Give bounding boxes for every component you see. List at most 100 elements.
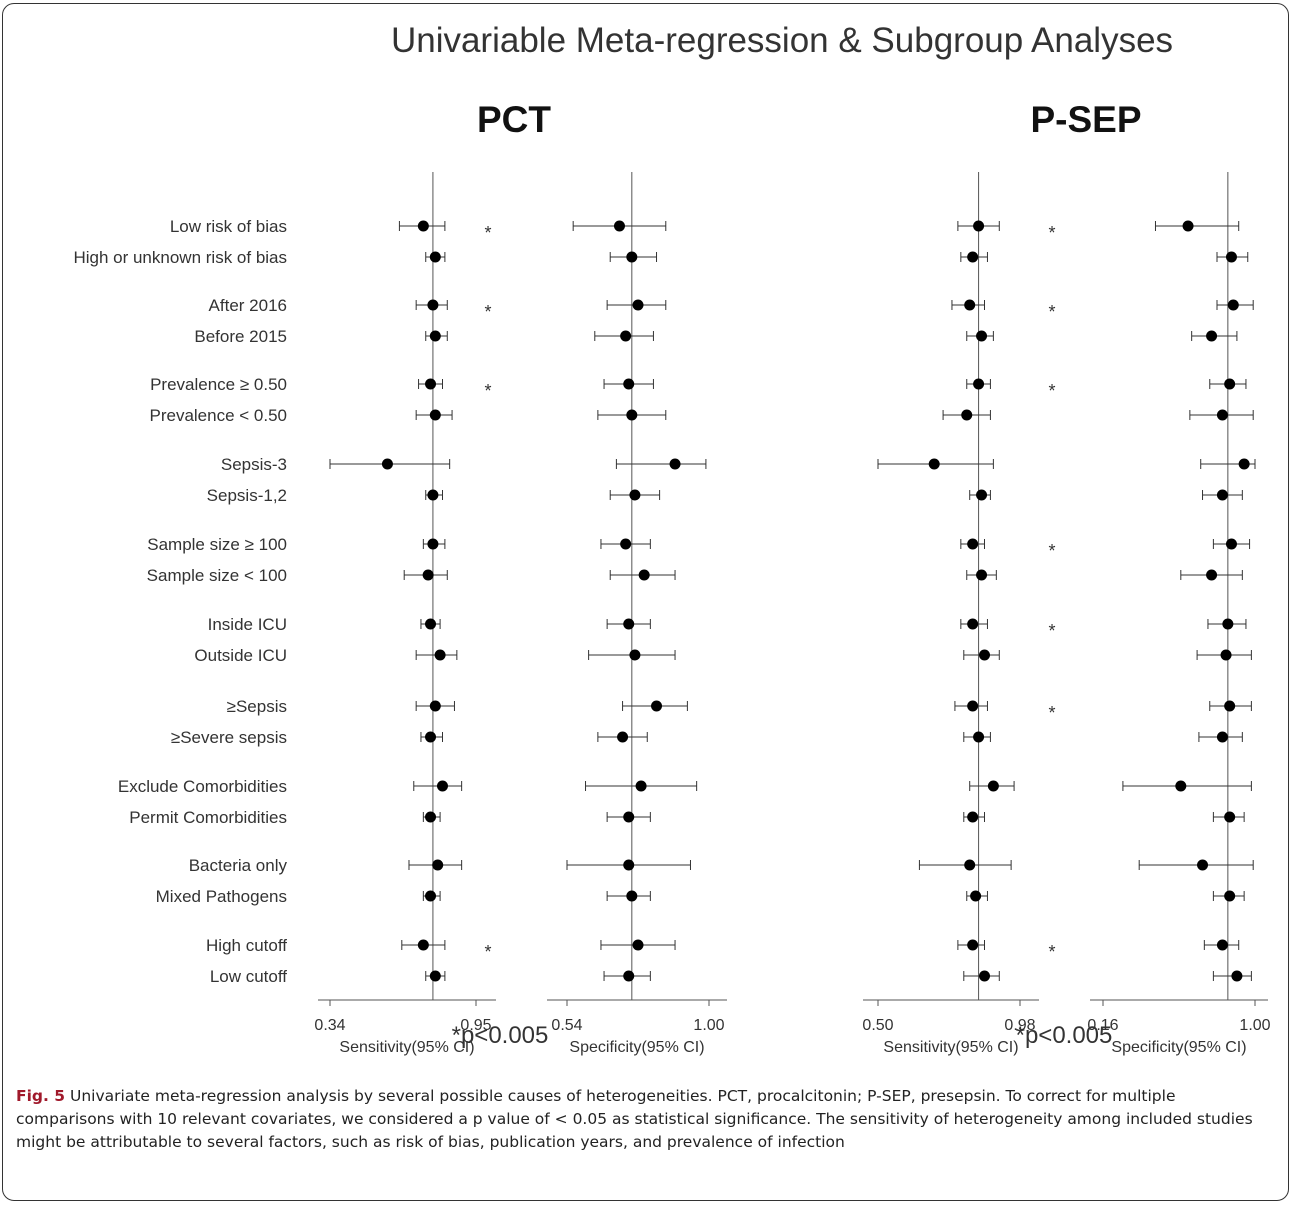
figure-title: Univariable Meta-regression & Subgroup A…: [391, 21, 1173, 60]
significance-star: *: [1048, 381, 1055, 401]
point-estimate: [1227, 299, 1239, 311]
point-estimate: [425, 811, 437, 823]
x-axis-label: Sensitivity(95% CI): [339, 1039, 474, 1056]
point-estimate: [1220, 649, 1232, 661]
x-tick-label: 0.16: [1087, 1017, 1118, 1034]
point-estimate: [425, 618, 437, 630]
point-estimate: [979, 649, 990, 661]
point-estimate: [626, 409, 638, 421]
point-estimate: [1238, 458, 1250, 470]
point-estimate: [623, 859, 635, 871]
point-estimate: [976, 569, 988, 581]
point-estimate: [1231, 970, 1243, 982]
row-label: Outside ICU: [194, 646, 287, 665]
point-estimate: [429, 970, 441, 982]
point-estimate: [381, 458, 393, 470]
point-estimate: [1224, 700, 1236, 712]
x-tick-label: 0.95: [460, 1017, 491, 1034]
point-estimate: [623, 970, 635, 982]
significance-star: *: [1048, 223, 1055, 243]
point-estimate: [623, 811, 635, 823]
forest-panel: 0.34 0.95 Sensitivity(95% CI) * * * *: [314, 172, 496, 1056]
row-label: ≥Severe sepsis: [171, 728, 287, 747]
row-labels: Low risk of bias High or unknown risk of …: [73, 217, 287, 986]
point-estimate: [928, 458, 940, 470]
point-estimate: [1216, 409, 1228, 421]
caption-text: Univariate meta-regression analysis by s…: [16, 1087, 1253, 1151]
point-estimate: [1182, 220, 1194, 232]
significance-star: *: [1048, 942, 1055, 962]
significance-star: *: [1048, 302, 1055, 322]
point-estimate: [632, 299, 644, 311]
x-tick-label: 0.54: [551, 1017, 582, 1034]
x-tick-label: 0.34: [314, 1017, 345, 1034]
point-estimate: [967, 251, 979, 263]
x-tick-label: 0.50: [862, 1017, 893, 1034]
forest-panel: 0.16 1.00 Specificity(95% CI): [1087, 172, 1271, 1056]
row-label: Permit Comorbidities: [129, 808, 287, 827]
point-estimate: [967, 618, 979, 630]
forest-panel: 0.54 1.00 Specificity(95% CI): [547, 172, 727, 1056]
forest-panel: 0.50 0.98 Sensitivity(95% CI) * * * * * * *: [862, 172, 1056, 1056]
point-estimate: [417, 939, 429, 951]
point-estimate: [1224, 890, 1236, 902]
point-estimate: [427, 538, 439, 550]
point-estimate: [432, 859, 444, 871]
point-estimate: [973, 731, 985, 743]
point-estimate: [976, 330, 988, 342]
row-label: Sample size < 100: [147, 566, 287, 585]
row-label: Sepsis-3: [221, 455, 287, 474]
row-label: ≥Sepsis: [227, 697, 287, 716]
row-label: Exclude Comorbidities: [118, 777, 287, 796]
row-label: Before 2015: [194, 327, 287, 346]
point-estimate: [429, 409, 441, 421]
significance-star: *: [1048, 621, 1055, 641]
x-axis-label: Specificity(95% CI): [569, 1039, 704, 1056]
point-estimate: [434, 649, 446, 661]
point-estimate: [987, 780, 999, 792]
point-estimate: [967, 939, 979, 951]
point-estimate: [1224, 811, 1236, 823]
point-estimate: [429, 700, 441, 712]
point-estimate: [425, 890, 437, 902]
point-estimate: [620, 538, 632, 550]
point-estimate: [425, 378, 437, 390]
significance-star: *: [484, 381, 491, 401]
point-estimate: [1222, 618, 1234, 630]
row-label: Inside ICU: [208, 615, 287, 634]
point-estimate: [1225, 251, 1237, 263]
point-estimate: [1206, 330, 1218, 342]
point-estimate: [427, 299, 439, 311]
point-estimate: [429, 330, 441, 342]
point-estimate: [638, 569, 650, 581]
point-estimate: [629, 649, 641, 661]
point-estimate: [629, 489, 641, 501]
point-estimate: [417, 220, 429, 232]
row-label: High or unknown risk of bias: [73, 248, 287, 267]
panel-title-pct: PCT: [477, 99, 551, 140]
point-estimate: [1216, 939, 1228, 951]
caption-label: Fig. 5: [16, 1087, 66, 1105]
panel-title-psep: P-SEP: [1030, 99, 1141, 140]
row-label: After 2016: [209, 296, 287, 315]
point-estimate: [436, 780, 448, 792]
point-estimate: [635, 780, 647, 792]
row-label: High cutoff: [206, 936, 287, 955]
point-estimate: [620, 330, 632, 342]
point-estimate: [961, 409, 973, 421]
point-estimate: [1225, 538, 1237, 550]
point-estimate: [1216, 731, 1228, 743]
significance-star: *: [1048, 541, 1055, 561]
point-estimate: [1197, 859, 1209, 871]
x-tick-label: 1.00: [693, 1017, 724, 1034]
point-estimate: [1175, 780, 1187, 792]
point-estimate: [970, 890, 982, 902]
point-estimate: [617, 731, 629, 743]
point-estimate: [623, 378, 635, 390]
row-label: Prevalence < 0.50: [149, 406, 287, 425]
point-estimate: [973, 378, 985, 390]
point-estimate: [669, 458, 681, 470]
row-label: Mixed Pathogens: [156, 887, 287, 906]
forest-panels: 0.34 0.95 Sensitivity(95% CI) * * * * 0.54 1.00 S…: [314, 172, 1271, 1056]
point-estimate: [632, 939, 644, 951]
